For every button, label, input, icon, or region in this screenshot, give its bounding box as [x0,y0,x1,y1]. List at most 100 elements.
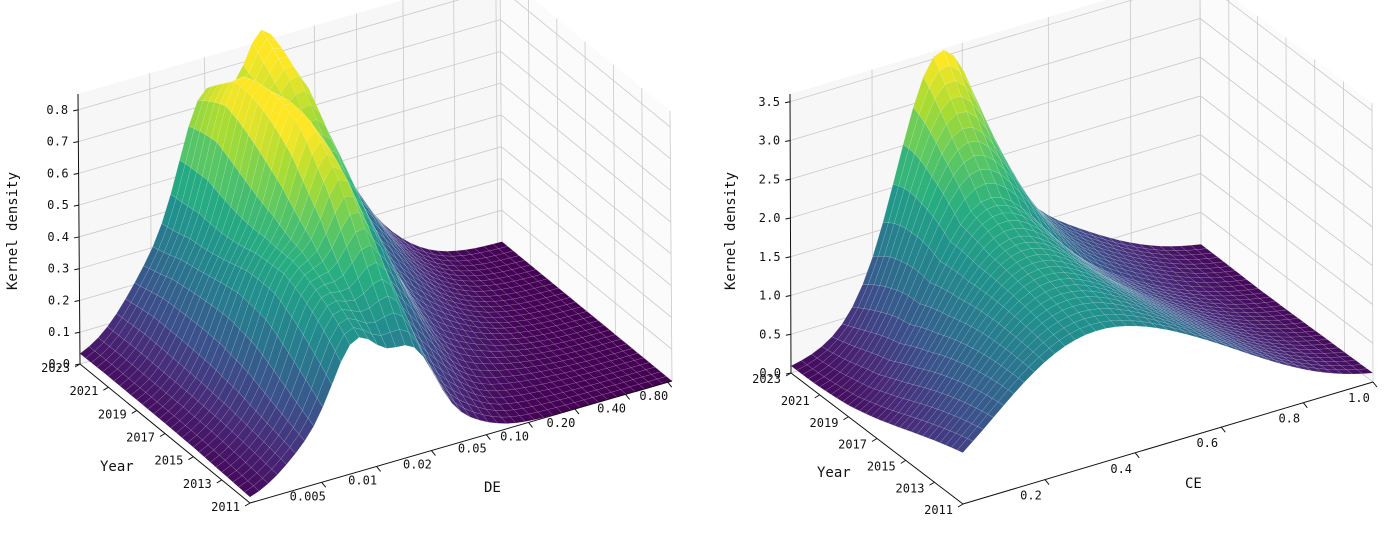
surface-facet [908,113,925,155]
surface-facet [1215,331,1232,340]
surface-facet [971,410,989,427]
y-gridline [641,87,645,358]
surface-facet [540,320,557,329]
surface-facet [119,378,135,391]
surface-facet [918,247,935,278]
surface-facet [172,339,189,364]
surface-facet [913,276,931,305]
surface-facet [1262,347,1279,354]
surface-facet [250,151,266,197]
surface-facet [499,305,516,312]
chart-de-xlabel: DE [484,480,501,496]
y-gridline [584,41,588,312]
surface-facet [1287,318,1305,324]
surface-facet [396,300,413,331]
surface-facet [1199,277,1217,283]
surface-facet [981,398,999,415]
surface-facet [1213,303,1231,309]
surface-facet [950,95,968,114]
surface-facet [1212,295,1230,301]
surface-facet [1214,271,1232,278]
z-tick-label: 0.3 [48,262,70,276]
surface-facet [947,149,964,176]
chart-de-ticks: 0.005 0.01 0.02 0.05 0.10 0.20 0.40 0.80 2011 201… [41,103,673,514]
surface-facet [534,285,550,294]
surface-facet [995,348,1012,366]
z-tick-label: 0.1 [48,325,70,339]
surface-facet [1067,312,1085,323]
surface-facet [226,470,243,483]
y-gridline [1199,0,1202,252]
surface-facet [505,309,522,317]
surface-facet [990,264,1007,281]
surface-facet [1004,244,1022,257]
surface-facet [1056,299,1074,311]
surface-facet [939,64,956,85]
surface-facet [899,415,917,430]
surface-facet [979,275,997,294]
surface-facet [1118,239,1136,248]
surface-facet [988,244,1006,260]
surface-facet [991,285,1008,303]
z-tick-label: 0.4 [47,230,69,244]
surface-facet [1177,295,1194,302]
surface-facet [1279,336,1297,342]
chart-de-x-axis [249,380,673,504]
surface-facet [1243,329,1260,336]
surface-facet [1151,302,1168,311]
z-tick-mark [785,295,791,297]
z-tick-mark [785,333,791,336]
surface-facet [1055,242,1072,256]
surface-facet [976,314,994,334]
surface-facet [959,304,977,324]
surface-facet [923,352,940,372]
surface-facet [975,394,993,412]
surface-facet [1128,266,1145,275]
surface-facet [922,331,939,352]
surface-facet [958,385,976,403]
x-tick-label: 0.20 [546,416,575,430]
year-tick-label: 2011 [924,503,953,517]
surface-facet [994,250,1012,266]
surface-facet [888,412,905,426]
surface-facet [1238,299,1256,305]
chart-de-zlabel: Kernel density [5,172,21,290]
surface-facet [928,426,945,441]
surface-facet [806,357,824,370]
surface-facet [977,413,994,430]
surface-facet [494,376,510,385]
surface-facet [1232,322,1249,328]
surface-facet [1015,242,1032,252]
surface-facet [932,411,950,427]
z-tick-mark [74,268,80,271]
year-tick-label: 2015 [154,454,183,468]
surface-facet [1299,326,1317,333]
surface-facet [1035,241,1053,251]
surface-facet [960,210,977,231]
x-tick-label: 0.05 [458,442,487,456]
surface-facet [988,323,1005,342]
surface-facet [896,263,913,293]
surface-facet [874,376,891,392]
surface-facet [1058,333,1076,347]
surface-facet [435,262,452,271]
surface-facet [1144,296,1161,304]
surface-facet [1115,277,1132,286]
surface-facet [1140,321,1158,329]
year-tick-label: 2013 [183,477,212,491]
surface-facet [997,290,1014,307]
surface-facet [1242,346,1260,354]
surface-facet [497,369,514,378]
surface-facet [248,278,264,309]
surface-facet [894,344,912,364]
surface-facet [573,368,590,376]
surface-facet [1323,352,1341,358]
surface-facet [1248,327,1266,333]
year-tick-label: 2013 [896,481,925,495]
surface-facet [162,397,178,412]
surface-facet [934,83,952,112]
surface-facet [967,351,985,370]
surface-facet [969,288,987,308]
surface-facet [1171,327,1189,335]
surface-facet [950,224,967,247]
